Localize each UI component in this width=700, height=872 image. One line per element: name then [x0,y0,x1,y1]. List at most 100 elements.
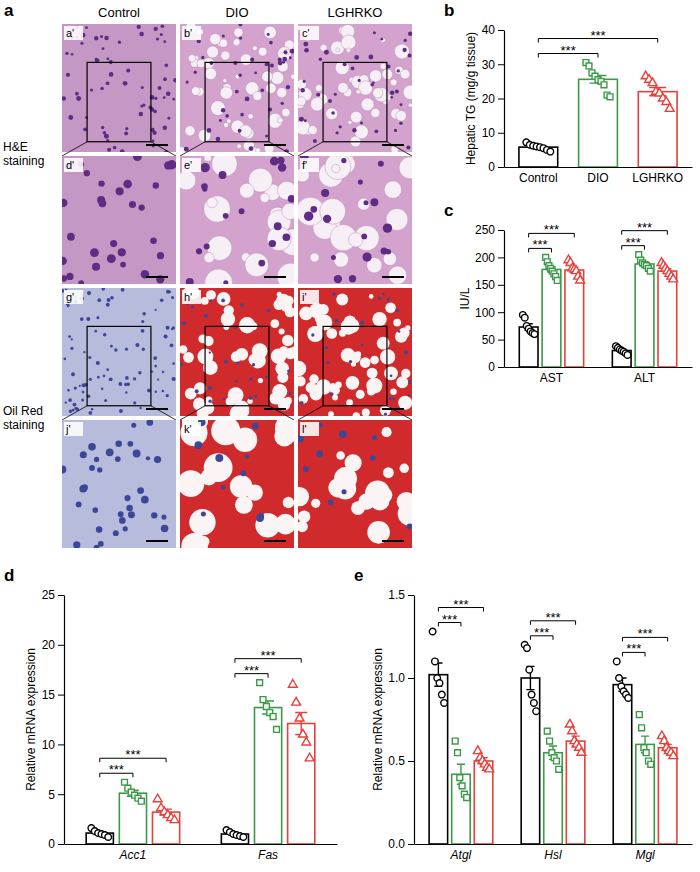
y-tick-mark [58,794,64,795]
texture [180,420,207,446]
data-point [270,714,276,720]
texture [332,164,340,172]
tile-label-patch [182,290,201,304]
texture [271,71,284,84]
texture [299,117,304,122]
texture [157,378,159,380]
y-axis: 0.00.51.01.5 [388,588,414,851]
x-axis-line [65,844,338,845]
data-point [554,758,560,764]
texture [363,200,368,205]
texture [395,90,399,94]
bar [474,761,493,844]
texture [368,55,373,60]
texture [249,378,252,381]
texture [346,48,351,53]
bar [542,269,561,367]
data-point [643,750,649,756]
texture [204,253,214,263]
texture [395,44,410,59]
x-tick-label: ALT [634,371,656,385]
tile-label-patch [300,290,319,304]
annotations: ************ [529,220,668,253]
texture [62,96,66,100]
texture [90,88,93,91]
texture [304,119,307,122]
texture [274,222,282,230]
tile-ground [180,288,294,416]
inset-connector [180,142,205,156]
data-point [607,94,613,100]
texture [277,292,282,297]
y-axis-title: IU/L [458,287,472,309]
texture [408,54,412,58]
texture [385,302,396,313]
texture [104,134,109,139]
texture [306,382,317,393]
texture [160,33,163,36]
texture [65,52,68,55]
texture [106,448,114,456]
texture [298,435,304,442]
texture [188,55,196,63]
texture [78,280,84,284]
texture [390,96,393,99]
y-tick: 200 [475,251,504,265]
texture [204,243,210,249]
texture [100,35,103,38]
texture [258,378,263,383]
inset-connector [387,406,412,420]
texture [346,399,353,406]
texture [199,536,210,547]
data-point [528,691,535,698]
texture [172,98,175,101]
x-axis: Acc1Fas [65,845,338,862]
texture [380,349,395,364]
data-point [613,658,620,665]
texture [380,63,386,69]
texture [80,42,83,45]
texture [205,397,212,404]
texture [219,171,227,179]
x-tick: Fas [258,848,278,862]
texture [281,102,284,105]
texture [68,335,71,338]
texture [250,58,254,62]
texture [172,362,175,365]
texture [157,252,164,259]
texture [327,361,330,364]
texture [240,303,243,306]
texture [204,196,231,223]
texture [106,368,109,371]
data-point [153,794,162,802]
texture [68,398,72,402]
tile-label-patch [182,422,201,436]
texture [118,248,126,256]
texture [405,325,410,330]
y-axis-title: Relative mRNA expression [371,648,385,791]
texture [358,81,372,95]
y-tick: 15 [42,688,64,702]
y-axis-line [64,596,65,845]
x-tick-label: LGHRKO [632,171,683,185]
texture [335,319,339,323]
texture [164,161,172,169]
texture [92,507,98,513]
bar [521,678,540,844]
texture [96,316,99,319]
texture [73,541,80,548]
texture [217,292,231,306]
texture [139,407,141,409]
texture [96,526,103,533]
texture [277,263,294,284]
texture [223,213,229,219]
texture [371,108,380,117]
data-point [577,748,586,756]
texture [207,128,212,133]
inset-connector [298,142,323,156]
texture [408,394,411,397]
texture [223,280,228,284]
panel-letter: b [444,1,454,20]
texture [221,312,236,327]
texture [141,329,145,333]
